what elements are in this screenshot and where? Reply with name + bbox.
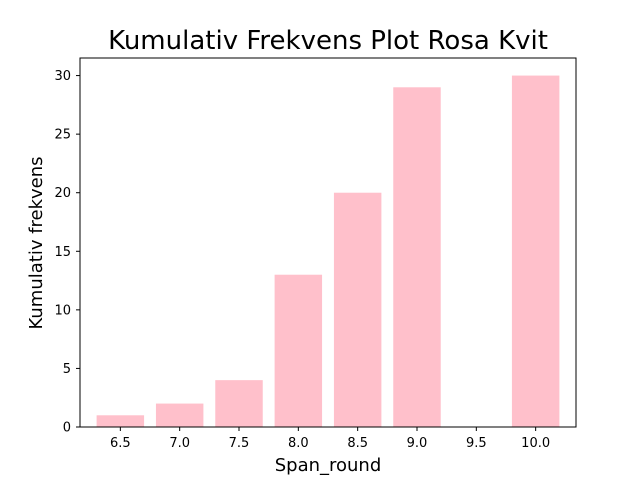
- bar-10: [511, 75, 560, 428]
- bars-group: [96, 75, 560, 428]
- bar-6-5: [96, 415, 145, 427]
- x-tick-label: 7.5: [229, 436, 250, 451]
- axes-frame: [79, 57, 577, 428]
- bar-8: [274, 274, 323, 427]
- bar-8-5: [333, 192, 382, 427]
- y-tick-label: 5: [63, 362, 71, 377]
- y-tick-label: 30: [54, 69, 71, 84]
- y-axis-label: Kumulativ frekvens: [26, 156, 47, 329]
- x-tick-label: 6.5: [110, 436, 131, 451]
- y-tick-label: 25: [54, 128, 71, 143]
- y-tick-label: 20: [54, 186, 71, 201]
- x-axis-label: Span_round: [275, 455, 382, 476]
- chart-title: Kumulativ Frekvens Plot Rosa Kvit: [108, 26, 548, 56]
- y-tick-label: 0: [63, 421, 71, 436]
- x-tick-label: 7.0: [169, 436, 190, 451]
- y-tick-label: 15: [54, 245, 71, 260]
- x-tick-label: 8.0: [288, 436, 309, 451]
- bar-7: [155, 403, 204, 427]
- x-tick-label: 10.0: [521, 436, 550, 451]
- y-tick-label: 10: [54, 303, 71, 318]
- bar-7-5: [215, 380, 263, 427]
- x-tick-label: 9.5: [466, 436, 487, 451]
- bar-9: [393, 87, 441, 428]
- x-axis-ticks: 6.5 7.0 7.5 8.0 8.5 9.0 9.5 10.0: [110, 427, 550, 451]
- x-tick-label: 9.0: [407, 436, 428, 451]
- y-axis-ticks: 0 5 10 15 20 25 30: [54, 69, 80, 436]
- plot-area: 6.5 7.0 7.5 8.0 8.5 9.0 9.5 10.0 0 5 10 15 20 25 30: [54, 57, 577, 451]
- x-tick-label: 8.5: [347, 436, 368, 451]
